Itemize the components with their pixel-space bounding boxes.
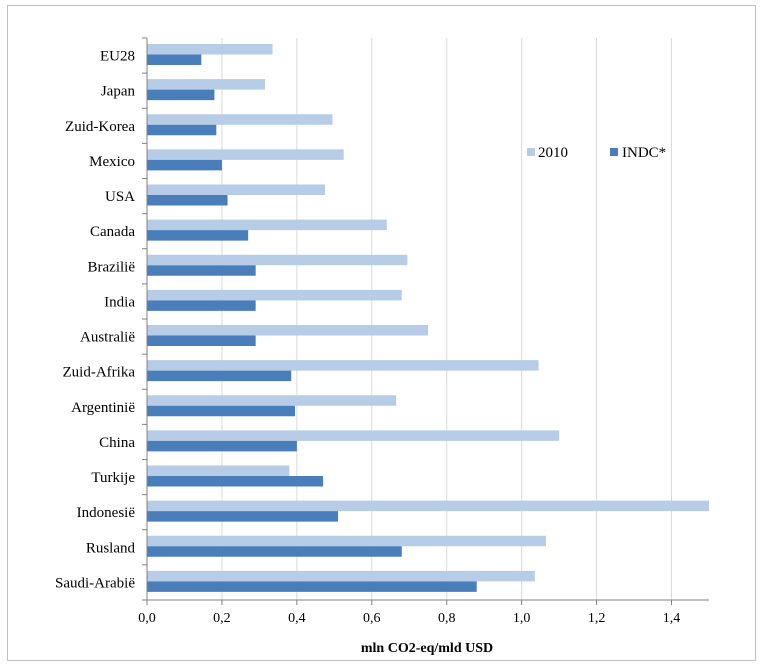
axes: 0,0 0,2 0,4 0,6 0,8 1,0 1,2 1,4 EU28 Japan Zuid-Ko…	[55, 37, 709, 626]
bar-2010	[147, 500, 709, 512]
category-label: China	[99, 435, 135, 451]
bar-2010	[147, 44, 273, 55]
category-label: Argentiniё	[71, 400, 135, 416]
bar-indc	[147, 89, 215, 101]
bar-2010	[147, 395, 397, 406]
bar-2010	[147, 219, 387, 231]
category-label: Turkije	[91, 470, 135, 486]
category-label: Saudi-Arabiё	[55, 575, 135, 591]
bar-2010	[147, 149, 344, 160]
bar-2010	[147, 535, 547, 547]
x-tick-label: 0,4	[288, 611, 306, 626]
bar-indc	[147, 124, 217, 136]
bar-indc	[147, 546, 402, 557]
bar-indc	[147, 54, 202, 65]
category-label: Australiё	[80, 330, 135, 346]
bar-indc	[147, 300, 256, 311]
bar-indc	[147, 265, 256, 276]
category-label: EU28	[100, 49, 135, 65]
category-label: Japan	[101, 84, 136, 100]
x-tick-label: 0,6	[363, 611, 381, 626]
category-label: India	[104, 294, 135, 310]
bar-2010	[147, 289, 402, 301]
bar-2010	[147, 184, 325, 195]
bar-indc	[147, 581, 477, 592]
x-tick-label: 1,4	[663, 611, 681, 626]
category-label: Mexico	[89, 154, 135, 170]
bars	[147, 44, 709, 592]
bar-indc	[147, 159, 222, 171]
bar-indc	[147, 405, 295, 417]
bar-indc	[147, 230, 249, 241]
category-label: Canada	[90, 224, 135, 240]
category-label: Zuid-Afrika	[63, 365, 136, 381]
x-tick-label: 1,2	[588, 611, 606, 626]
legend-label-indc: INDC*	[622, 145, 666, 161]
legend: 2010 INDC*	[527, 145, 666, 161]
legend-swatch-2010	[527, 148, 535, 156]
category-label: Braziliё	[88, 259, 136, 275]
bar-indc	[147, 335, 256, 346]
category-label: USA	[105, 189, 135, 205]
x-tick-label: 0,8	[438, 611, 456, 626]
bar-indc	[147, 195, 228, 206]
bar-2010	[147, 430, 560, 441]
bar-2010	[147, 570, 535, 582]
legend-swatch-indc	[610, 148, 618, 156]
x-tick-label: 1,0	[513, 611, 531, 626]
bar-indc	[147, 511, 339, 522]
bar-2010	[147, 254, 408, 266]
category-label: Rusland	[86, 540, 136, 556]
category-label: Indonesiё	[77, 505, 136, 521]
legend-label-2010: 2010	[538, 145, 568, 161]
x-tick-label: 0,2	[213, 611, 231, 626]
x-axis-title: mln CO2-eq/mld USD	[361, 641, 493, 656]
category-label: Zuid-Korea	[65, 119, 135, 135]
bar-2010	[147, 114, 333, 125]
bar-indc	[147, 476, 324, 487]
bar-2010	[147, 465, 290, 476]
x-tick-label: 0,0	[138, 611, 156, 626]
bar-2010	[147, 325, 428, 336]
bar-indc	[147, 440, 297, 452]
bar-indc	[147, 370, 292, 382]
bar-2010	[147, 360, 539, 371]
bar-2010	[147, 79, 266, 90]
